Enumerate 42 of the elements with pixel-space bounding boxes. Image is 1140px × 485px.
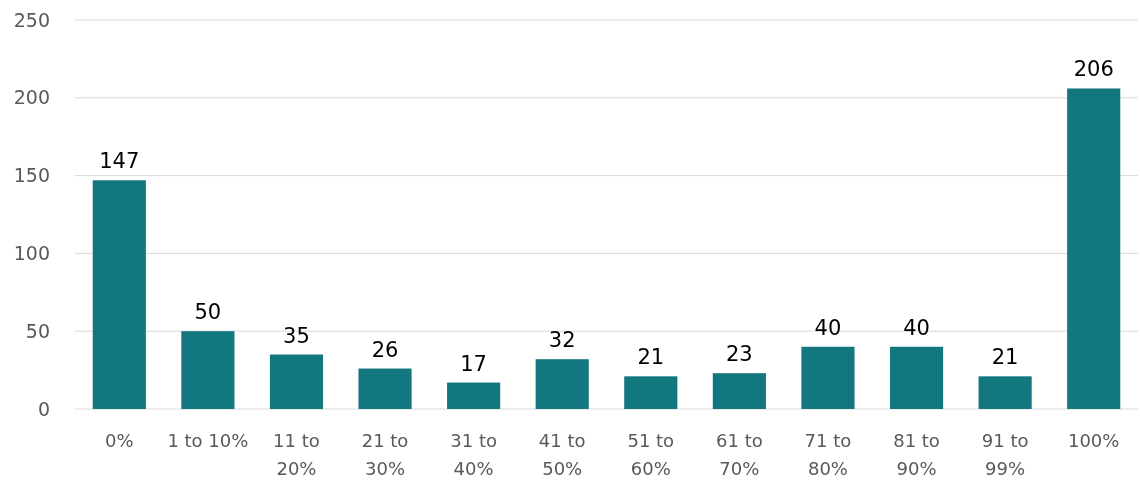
x-tick-label: 0% [105, 430, 134, 451]
bar [889, 346, 944, 409]
bar [978, 376, 1032, 409]
data-label: 21 [637, 345, 665, 370]
x-tick-label: 81 to 90% [893, 430, 940, 479]
bar [447, 382, 501, 409]
data-label: 40 [814, 315, 842, 340]
bar [181, 331, 235, 409]
data-label: 147 [99, 149, 140, 174]
y-tick-label: 250 [13, 8, 50, 31]
bar [358, 368, 412, 409]
x-tick-label: 91 to 99% [981, 430, 1029, 479]
data-label: 21 [991, 345, 1019, 370]
y-tick-label: 0 [37, 397, 50, 420]
x-tick-label: 51 to 60% [627, 430, 675, 479]
bar [1067, 88, 1121, 409]
data-label: 32 [548, 328, 576, 353]
data-label: 26 [371, 337, 399, 362]
y-tick-label: 50 [25, 319, 50, 342]
data-label: 17 [460, 351, 487, 376]
x-tick-label: 21 to 30% [361, 430, 409, 479]
bar [92, 180, 146, 409]
x-tick-label: 11 to 20% [273, 430, 320, 479]
x-tick-label: 41 to 50% [538, 430, 586, 479]
y-tick-label: 150 [13, 164, 50, 187]
x-tick-label: 71 to 80% [804, 430, 852, 479]
data-label: 23 [726, 342, 753, 367]
data-label: 50 [194, 300, 222, 325]
x-tick-label: 31 to 40% [450, 430, 497, 479]
bar [535, 359, 589, 409]
data-label: 40 [903, 315, 930, 340]
x-tick-label: 1 to 10% [167, 430, 249, 451]
x-tick-label: 61 to 70% [716, 430, 763, 479]
data-label: 206 [1073, 57, 1114, 82]
bar [712, 373, 766, 409]
y-tick-label: 100 [13, 242, 50, 265]
x-tick-label: 100% [1067, 430, 1120, 451]
bar [624, 376, 678, 409]
y-tick-label: 200 [13, 86, 50, 109]
bar [801, 346, 855, 409]
data-label: 35 [283, 323, 310, 348]
bar [269, 354, 324, 409]
